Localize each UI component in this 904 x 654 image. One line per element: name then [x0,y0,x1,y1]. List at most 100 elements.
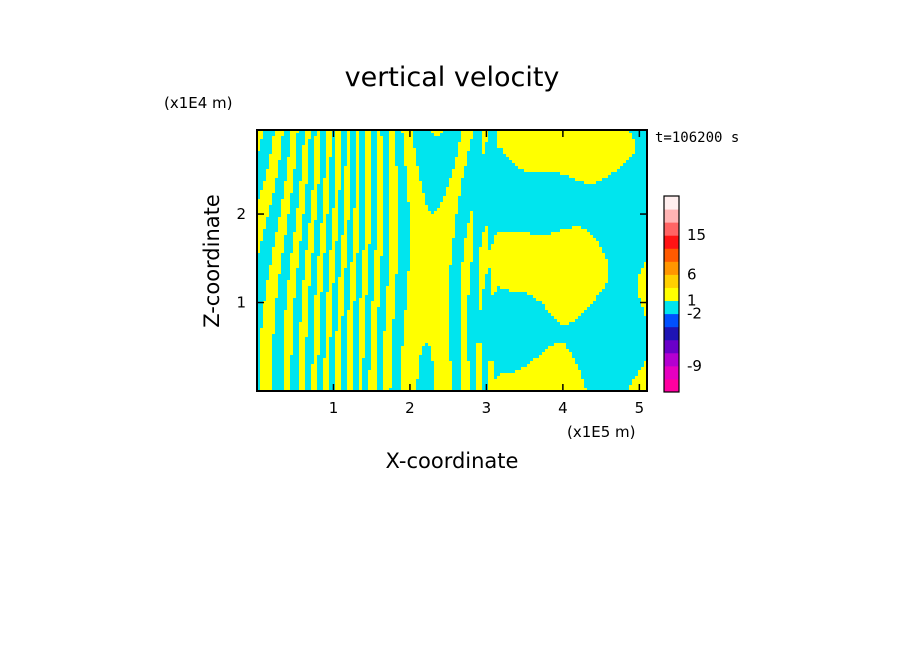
field-cell [341,247,347,250]
field-cell [365,178,371,181]
field-cell [389,280,395,283]
field-cell [371,304,380,307]
colorbar-band [664,365,679,380]
field-cell [353,238,359,241]
field-cell [467,226,473,229]
field-cell [452,169,464,172]
field-cell [356,133,359,136]
field-cell [299,364,305,367]
field-cell [482,232,488,235]
field-cell [296,229,302,232]
field-cell [278,226,287,229]
field-cell [299,328,308,331]
field-cell [299,355,305,358]
field-cell [377,133,380,136]
field-cell [305,262,311,265]
field-cell [350,274,356,277]
field-cell [536,298,596,301]
field-cell [389,235,398,238]
field-cell [410,229,455,232]
field-cell [461,388,470,391]
field-cell [479,283,485,286]
field-cell [287,301,293,304]
y-axis: 12 [236,205,647,312]
field-cell [302,313,308,316]
field-cell [374,298,380,301]
field-cell [389,217,398,220]
field-cell [377,226,383,229]
field-cell [488,373,494,376]
x-axis: 1 2 3 4 5 [329,130,644,417]
field-cell [461,136,473,139]
field-cell [389,238,398,241]
field-cell [365,196,371,199]
field-cell [272,148,281,151]
field-cell [326,355,329,358]
field-cell [350,262,356,265]
field-cell [326,136,332,139]
field-cell [296,214,302,217]
field-cell [389,283,395,286]
field-cell [329,253,335,256]
field-cell [293,235,302,238]
field-cell [557,319,575,322]
field-cell [281,211,290,214]
field-cell [284,352,293,355]
field-cell [356,148,359,151]
field-cell [359,307,365,310]
field-cell [323,379,329,382]
field-cell [326,298,332,301]
field-cell [389,220,398,223]
field-cell [338,310,344,313]
field-cell [326,145,332,148]
field-cell [323,385,329,388]
field-cell [335,361,341,364]
field-cell [299,205,305,208]
field-cell [377,178,383,181]
field-cell [326,151,332,154]
field-cell [359,361,362,364]
field-cell [314,322,320,325]
field-cell [314,304,320,307]
field-cell [320,226,326,229]
field-cell [347,340,353,343]
field-cell [440,202,458,205]
field-cell [362,268,368,271]
field-cell [320,232,326,235]
field-cell [305,259,311,262]
field-cell [638,286,647,289]
field-cell [479,304,482,307]
field-cell [368,376,377,379]
field-cell [257,211,269,214]
field-cell [389,139,395,142]
field-cell [263,181,275,184]
field-cell [545,307,587,310]
field-cell [482,235,488,238]
field-cell [296,223,302,226]
field-cell [506,154,632,157]
field-cell [335,163,341,166]
field-cell [347,328,353,331]
field-cell [299,358,305,361]
field-cell [311,367,317,370]
field-cell [338,277,344,280]
field-cell [335,199,338,202]
field-cell [407,193,425,196]
field-cell [488,364,494,367]
field-cell [284,313,293,316]
colorbar: 15 6 1-2 -9 [663,195,706,393]
field-cell [344,181,350,184]
field-cell [377,217,383,220]
field-cell [269,265,281,268]
field-cell [344,202,350,205]
field-cell [389,133,395,136]
field-cell [644,313,647,316]
field-cell [362,292,368,295]
field-cell [287,280,296,283]
field-cell [269,274,278,277]
field-cell [407,196,425,199]
time-label: t=106200 s [655,130,739,146]
field-cell [347,385,353,388]
field-cell [308,244,314,247]
field-cell [311,382,317,385]
